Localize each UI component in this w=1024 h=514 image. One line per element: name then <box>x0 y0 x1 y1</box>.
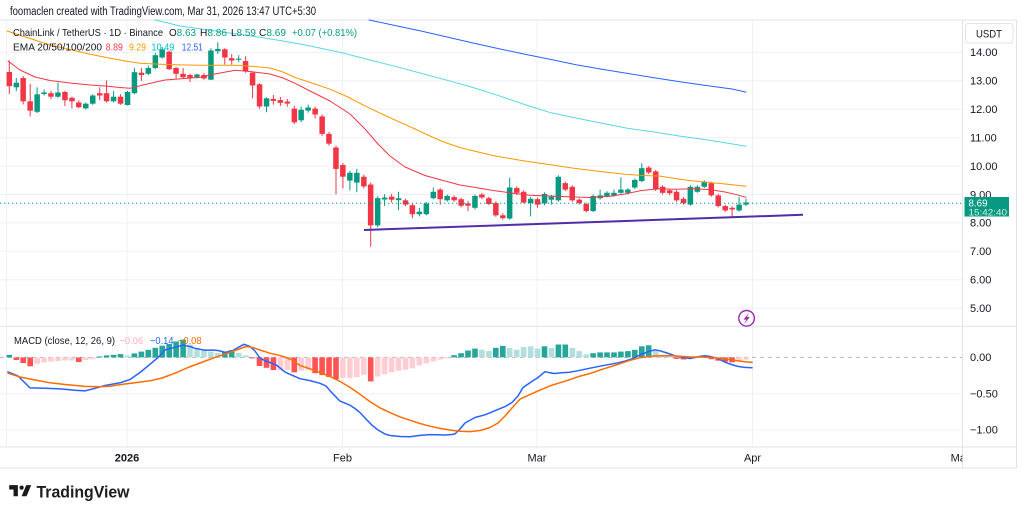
svg-text:−1.00: −1.00 <box>970 425 998 437</box>
svg-text:EMA 20/50/100/200: EMA 20/50/100/200 <box>13 42 102 54</box>
svg-text:5.00: 5.00 <box>970 303 991 315</box>
svg-text:15:42:40: 15:42:40 <box>969 208 1008 219</box>
svg-text:C8.69: C8.69 <box>259 27 286 39</box>
svg-text:11.00: 11.00 <box>970 133 997 145</box>
svg-text:9.29: 9.29 <box>129 42 146 54</box>
svg-text:L8.59: L8.59 <box>231 27 256 39</box>
svg-text:−0.06: −0.06 <box>120 335 144 347</box>
svg-text:May: May <box>951 453 972 465</box>
svg-text:ChainLink / TetherUS · 1D · Bi: ChainLink / TetherUS · 1D · Binance <box>13 27 163 39</box>
svg-text:0.00: 0.00 <box>970 352 991 364</box>
svg-text:Apr: Apr <box>744 453 761 465</box>
svg-text:10.00: 10.00 <box>970 161 998 173</box>
svg-text:USDT: USDT <box>976 28 1002 40</box>
svg-text:12.00: 12.00 <box>970 104 998 116</box>
svg-text:2026: 2026 <box>115 453 139 465</box>
svg-text:O8.63: O8.63 <box>169 27 196 39</box>
svg-text:8.89: 8.89 <box>106 42 123 54</box>
svg-text:Mar: Mar <box>528 453 547 465</box>
svg-text:13.00: 13.00 <box>970 76 998 88</box>
svg-text:−0.08: −0.08 <box>178 335 202 347</box>
svg-text:8.00: 8.00 <box>970 218 991 230</box>
svg-text:+0.07 (+0.81%): +0.07 (+0.81%) <box>292 27 357 39</box>
svg-text:14.00: 14.00 <box>970 47 998 59</box>
svg-text:foomaclen created with Trading: foomaclen created with TradingView.com, … <box>10 6 316 18</box>
svg-text:6.00: 6.00 <box>970 275 991 287</box>
svg-text:Feb: Feb <box>333 453 352 465</box>
svg-text:10.49: 10.49 <box>151 42 174 54</box>
svg-text:−0.14: −0.14 <box>150 335 174 347</box>
svg-text:−0.50: −0.50 <box>970 389 998 401</box>
svg-text:H8.86: H8.86 <box>200 27 227 39</box>
svg-text:7.00: 7.00 <box>970 246 991 258</box>
svg-text:MACD (close, 12, 26, 9): MACD (close, 12, 26, 9) <box>14 335 115 347</box>
svg-text:8.69: 8.69 <box>969 197 988 209</box>
svg-text:TradingView: TradingView <box>37 483 131 502</box>
svg-text:12.51: 12.51 <box>182 42 203 54</box>
